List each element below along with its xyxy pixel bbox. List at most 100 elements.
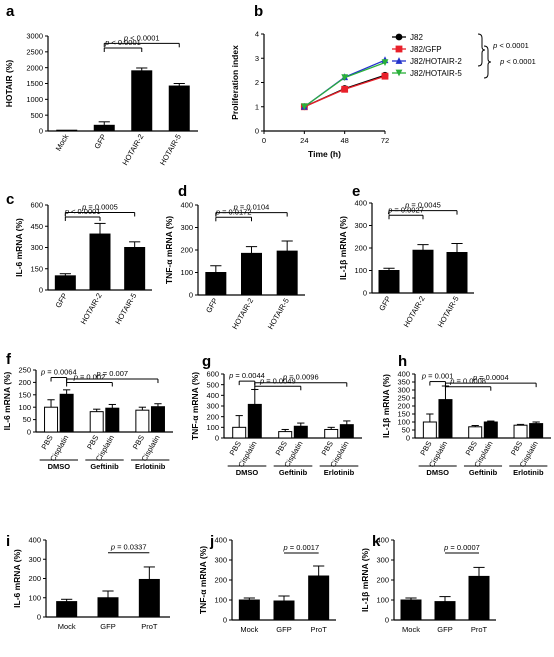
x-tick-label: 48 [340, 136, 348, 145]
y-tick-label: 400 [206, 391, 219, 400]
x-tick-label: GFP [204, 297, 220, 315]
marker-square [395, 45, 403, 53]
bar [56, 601, 78, 618]
y-tick-label: 500 [206, 380, 219, 389]
panel-label: e [352, 183, 360, 200]
bar [241, 252, 262, 296]
y-tick-label: 300 [354, 221, 367, 230]
panel-k: k 0 100 200 300 400 IL-1β mRNA (%) Mock GFP ProT p… [360, 533, 496, 634]
y-tick-label: 0 [385, 616, 389, 625]
x-tick-label: PBS [131, 434, 146, 452]
bar [276, 250, 298, 296]
panel-label: c [6, 191, 14, 208]
bar [273, 600, 295, 621]
p-value-label: p < 0.0001 [104, 38, 141, 47]
y-tick-label: 400 [354, 199, 367, 208]
x-tick-label: GFP [92, 133, 108, 151]
y-tick-label: 0 [255, 127, 259, 136]
y-tick-label: 100 [206, 423, 219, 432]
bar [308, 575, 330, 621]
y-tick-label: 300 [397, 386, 410, 395]
bar [324, 428, 339, 439]
bar [468, 426, 483, 439]
panel-label: d [178, 183, 187, 200]
y-tick-label: 300 [206, 402, 219, 411]
y-tick-label: 1000 [26, 95, 43, 104]
panel-d: d 0 100 200 300 400 TNF-α mRNA (%) GFP HOTAIR-2 H… [164, 183, 305, 331]
panel-label: f [6, 351, 12, 368]
group-label: Erlotinib [135, 462, 166, 471]
y-tick-label: 1 [255, 102, 259, 111]
y-tick-label: 300 [214, 556, 227, 565]
panel-label: i [6, 533, 10, 550]
p-value-label: p = 0.0004 [472, 373, 509, 382]
bar [93, 124, 115, 132]
bar [438, 399, 453, 439]
x-tick-label: HOTAIR-2 [402, 295, 427, 329]
bar [124, 247, 146, 291]
p-value-label: p = 0.0007 [443, 543, 480, 552]
p-value-label: p < 0.0001 [64, 207, 101, 216]
y-axis-label: TNF-α mRNA (%) [164, 216, 174, 284]
x-tick-label: HOTAIR-2 [120, 133, 145, 167]
y-tick-label: 4 [255, 30, 259, 39]
y-tick-label: 1500 [26, 79, 43, 88]
panel-label: a [6, 3, 15, 20]
y-axis-label: IL-1β mRNA (%) [338, 216, 348, 280]
bar [468, 575, 490, 621]
bar [105, 407, 120, 433]
y-tick-label: 200 [376, 576, 389, 585]
x-tick-label: Mock [58, 622, 76, 631]
x-tick-label: ProT [141, 622, 158, 631]
y-axis-label: TNF-α mRNA (%) [198, 546, 208, 614]
y-tick-label: 100 [18, 403, 31, 412]
y-tick-label: 0 [39, 286, 43, 295]
bar [238, 599, 260, 621]
x-tick-label: PBS [464, 440, 479, 458]
group-label: Erlotinib [513, 468, 544, 477]
x-tick-label: Mock [54, 132, 71, 152]
y-axis-label: IL-1β mRNA (%) [381, 374, 391, 438]
p-value-label: p = 0.002 [73, 373, 106, 382]
x-tick-label: 24 [300, 136, 308, 145]
legend-entry: J82/HOTAIR-5 [410, 69, 462, 78]
bar [59, 393, 74, 433]
y-tick-label: 50 [402, 426, 410, 435]
marker-square [381, 72, 389, 80]
bar [168, 85, 190, 132]
x-tick-label: HOTAIR-5 [158, 133, 183, 167]
x-tick-label: GFP [54, 292, 70, 310]
y-tick-label: 200 [18, 378, 31, 387]
y-axis-label: IL-6 mRNA (%) [2, 371, 12, 430]
y-tick-label: 400 [214, 536, 227, 545]
bar [434, 601, 456, 621]
x-tick-label: HOTAIR-5 [266, 297, 291, 331]
y-tick-label: 150 [397, 410, 410, 419]
x-tick-label: PBS [418, 440, 433, 458]
y-axis-label: IL-6 mRNA (%) [12, 549, 22, 608]
y-tick-label: 200 [214, 576, 227, 585]
x-tick-label: Mock [402, 625, 420, 634]
y-tick-label: 250 [18, 366, 31, 375]
y-tick-label: 250 [397, 394, 410, 403]
y-axis-label: Proliferation index [230, 45, 240, 120]
y-tick-label: 100 [28, 593, 41, 602]
x-tick-label: 72 [381, 136, 389, 145]
legend-entry: J82/GFP [410, 45, 442, 54]
y-tick-label: 200 [28, 574, 41, 583]
p-value-label: p = 0.007 [96, 369, 129, 378]
y-tick-label: 200 [397, 402, 410, 411]
panel-j: j 0 100 200 300 400 TNF-α mRNA (%) Mock GFP ProT p… [198, 533, 336, 634]
panel-c: c 0 150 300 450 600 IL-6 mRNA (%) GFP HOTAIR-2 HO… [6, 191, 152, 326]
y-tick-label: 50 [23, 415, 31, 424]
bar [131, 70, 153, 132]
y-tick-label: 100 [180, 268, 193, 277]
bar [293, 425, 308, 439]
x-tick-label: GFP [276, 625, 291, 634]
bar [529, 423, 544, 439]
y-tick-label: 0 [363, 289, 367, 298]
y-tick-label: 400 [397, 370, 410, 379]
p-value-label: p = 0.0104 [233, 203, 270, 212]
p-value-label: p = 0.0172 [215, 207, 252, 216]
